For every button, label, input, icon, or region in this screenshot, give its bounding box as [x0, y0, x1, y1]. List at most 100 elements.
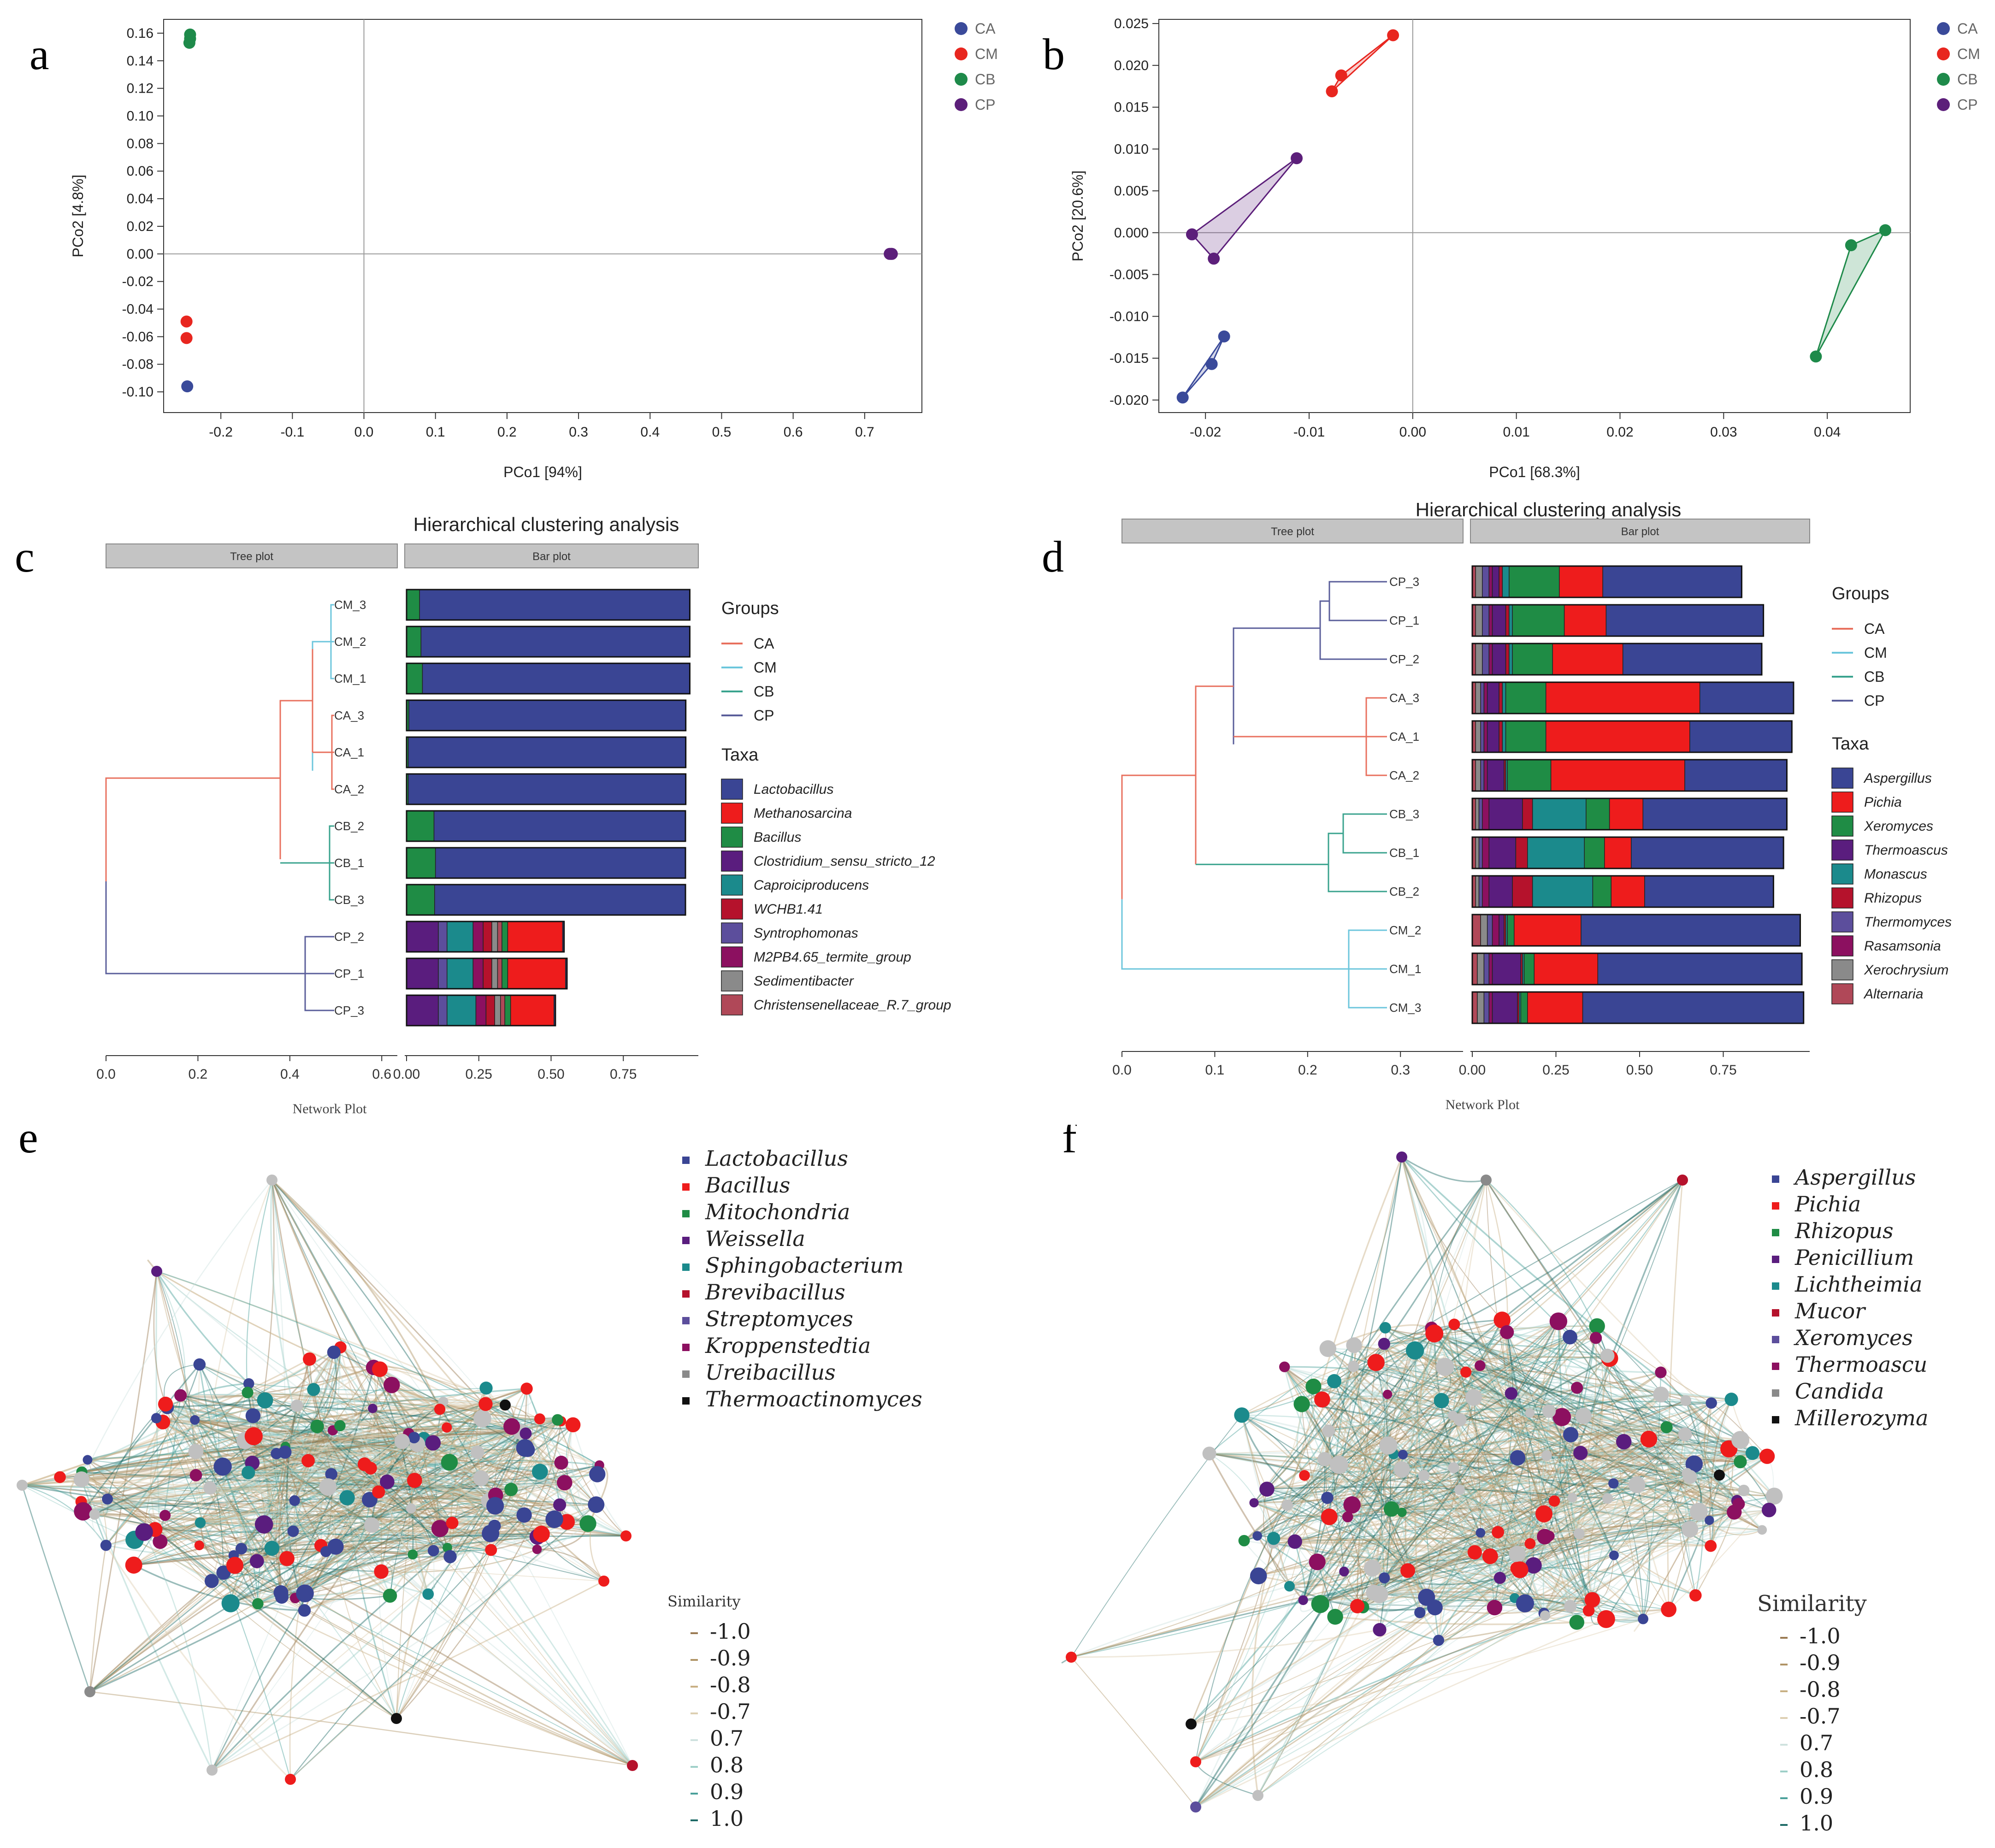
network-edge — [372, 1408, 604, 1582]
network-node — [1252, 1790, 1263, 1801]
dendrogram-branch — [105, 881, 305, 974]
network-edge — [1459, 1399, 1686, 1491]
network-edge — [1209, 1453, 1547, 1468]
network-edge — [133, 1443, 418, 1566]
network-edge — [309, 1358, 448, 1548]
sample-label: CM_2 — [1389, 923, 1421, 937]
network-edge — [165, 1403, 486, 1516]
network-edge — [1301, 1404, 1385, 1578]
network-node — [135, 1523, 153, 1541]
bar-outline — [406, 921, 565, 953]
network-edge — [1254, 1500, 1580, 1535]
group-hull-CP — [1191, 158, 1298, 260]
network-edge — [1334, 1381, 1607, 1620]
bar-segment-CB_1 — [1515, 837, 1528, 869]
network-edge — [1195, 1615, 1546, 1762]
network-edge — [1609, 1358, 1739, 1505]
taxa-swatch — [1831, 983, 1853, 1004]
network-edge — [22, 1484, 604, 1582]
network-edge — [1419, 1321, 1559, 1613]
network-edge — [1195, 1543, 1274, 1762]
network-node — [1475, 1360, 1486, 1371]
network-edge — [526, 1388, 561, 1505]
x-tick-label: 0.4 — [640, 425, 660, 440]
network-edge — [1344, 1438, 1649, 1572]
network-edge — [1431, 1328, 1500, 1578]
network-edge — [211, 1528, 440, 1582]
network-edge — [1071, 1567, 1373, 1658]
network-edge — [304, 1593, 633, 1766]
network-edge — [1441, 1400, 1624, 1442]
network-edge — [1403, 1453, 1637, 1486]
network-edge — [59, 1476, 537, 1550]
bar-segment-CA_2 — [1483, 759, 1488, 791]
bar-outline — [1471, 836, 1784, 869]
network-edge — [1320, 1454, 1404, 1605]
network-edge — [1506, 1331, 1596, 1341]
network-edge — [1324, 1426, 1667, 1460]
tree-tick-label: 0.2 — [1298, 1063, 1317, 1078]
point-CM — [1335, 69, 1347, 82]
network-edge — [1379, 1511, 1735, 1595]
network-edge — [257, 1401, 444, 1604]
network-edge — [1452, 1332, 1507, 1416]
point-CP — [1291, 152, 1303, 165]
network-edge — [313, 1389, 596, 1506]
network-node — [1467, 1545, 1482, 1560]
network-node — [1509, 1546, 1526, 1563]
taxa-legend-label: Christensenellaceae_R.7_group — [754, 998, 951, 1013]
network-edge — [1363, 1473, 1688, 1608]
network-edge — [1373, 1402, 1712, 1594]
network-edge — [439, 1464, 600, 1529]
network-node — [83, 1455, 93, 1465]
network-edge — [1473, 1397, 1614, 1484]
bar-segment-CP_1 — [497, 958, 502, 989]
network-edge — [1570, 1434, 1741, 1462]
network-node — [244, 1427, 263, 1446]
network-edge — [379, 1571, 397, 1719]
y-tick-label: -0.020 — [1110, 393, 1149, 408]
network-edge — [1320, 1511, 1699, 1605]
network-edge — [1407, 1509, 1769, 1571]
network-edge — [1580, 1452, 1690, 1478]
bar-segment-CA_3 — [1480, 682, 1485, 714]
network-edge — [370, 1467, 538, 1538]
network-edge — [159, 1419, 558, 1542]
network-edge — [1501, 1320, 1580, 1534]
network-edge — [1419, 1455, 1547, 1613]
network-edge — [165, 1404, 259, 1604]
network-edge — [167, 1382, 249, 1408]
similarity-label: -1.0 — [710, 1619, 751, 1644]
network-edge — [1465, 1371, 1530, 1414]
sample-label: CP_1 — [334, 967, 364, 980]
network-node — [285, 1774, 296, 1785]
network-edge — [490, 1504, 596, 1534]
network-edge — [166, 1407, 212, 1582]
network-edge — [248, 1462, 450, 1477]
y-tick-label: 0.015 — [1114, 100, 1149, 115]
network-node — [1573, 1446, 1588, 1460]
network-edge — [81, 1367, 374, 1503]
network-node — [290, 1399, 303, 1412]
network-edge — [1579, 1525, 1690, 1535]
network-edge — [209, 1462, 365, 1489]
network-edge — [1433, 1333, 1491, 1557]
legend-dot-CA — [955, 22, 968, 35]
network-edge — [1304, 1475, 1424, 1489]
network-edge — [313, 1389, 348, 1498]
network-edge — [1562, 1372, 1661, 1417]
network-edge — [272, 1180, 453, 1523]
bar-segment-CB_3 — [1478, 798, 1483, 830]
network-legend-swatch — [1772, 1309, 1779, 1317]
network-edge — [1548, 1411, 1615, 1556]
network-edge — [1554, 1501, 1593, 1600]
network-edge — [244, 1368, 380, 1441]
network-edge — [162, 1421, 409, 1439]
bar-segment-CP_2 — [438, 921, 448, 952]
y-tick-label: -0.10 — [122, 384, 153, 400]
network-edge — [281, 1441, 403, 1598]
network-edge — [1460, 1326, 1598, 1420]
network-edge — [307, 1384, 393, 1462]
network-edge — [22, 1484, 525, 1518]
